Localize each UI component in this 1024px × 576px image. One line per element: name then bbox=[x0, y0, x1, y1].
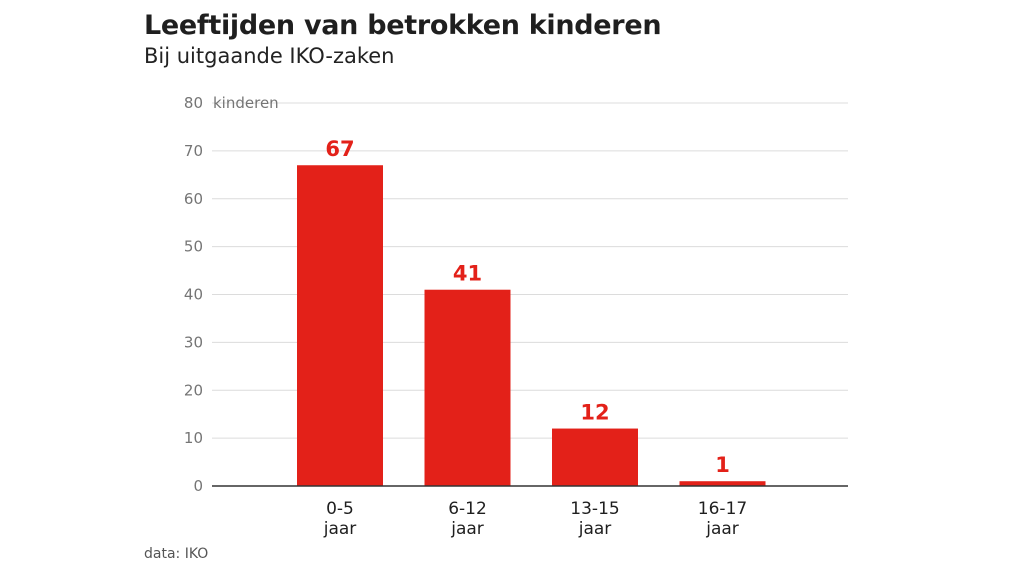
value-label-6-12: 41 bbox=[453, 262, 482, 286]
bar-16-17 bbox=[679, 481, 766, 486]
bars bbox=[297, 165, 766, 487]
x-tick-label-0-5: 0-5 bbox=[326, 499, 354, 519]
chart-subtitle: Bij uitgaande IKO-zaken bbox=[144, 44, 395, 68]
source-note: data: IKO bbox=[144, 546, 209, 562]
y-tick-label-0: 0 bbox=[193, 477, 203, 495]
y-tick-label-50: 50 bbox=[184, 238, 203, 256]
value-label-16-17: 1 bbox=[715, 453, 730, 477]
bar-13-15 bbox=[552, 428, 638, 486]
y-tick-label-30: 30 bbox=[184, 333, 203, 351]
x-tick-sublabel-6-12: jaar bbox=[450, 519, 484, 539]
y-tick-label-60: 60 bbox=[184, 190, 203, 208]
y-tick-label-20: 20 bbox=[184, 381, 203, 399]
y-tick-label-10: 10 bbox=[184, 429, 203, 447]
x-tick-sublabel-13-15: jaar bbox=[578, 519, 612, 539]
y-axis-unit-label: kinderen bbox=[213, 94, 279, 112]
value-label-13-15: 12 bbox=[580, 401, 609, 425]
x-tick-label-6-12: 6-12 bbox=[448, 499, 487, 519]
value-label-0-5: 67 bbox=[325, 137, 354, 161]
bar-6-12 bbox=[424, 289, 511, 486]
chart-title: Leeftijden van betrokken kinderen bbox=[144, 10, 662, 41]
bar-0-5 bbox=[297, 165, 383, 487]
x-tick-sublabel-0-5: jaar bbox=[323, 519, 357, 539]
y-tick-label-40: 40 bbox=[184, 286, 203, 304]
y-tick-label-80: 80 bbox=[184, 94, 203, 112]
x-tick-label-16-17: 16-17 bbox=[698, 499, 747, 519]
y-tick-label-70: 70 bbox=[184, 142, 203, 160]
x-tick-label-13-15: 13-15 bbox=[570, 499, 619, 519]
x-tick-sublabel-16-17: jaar bbox=[705, 519, 739, 539]
